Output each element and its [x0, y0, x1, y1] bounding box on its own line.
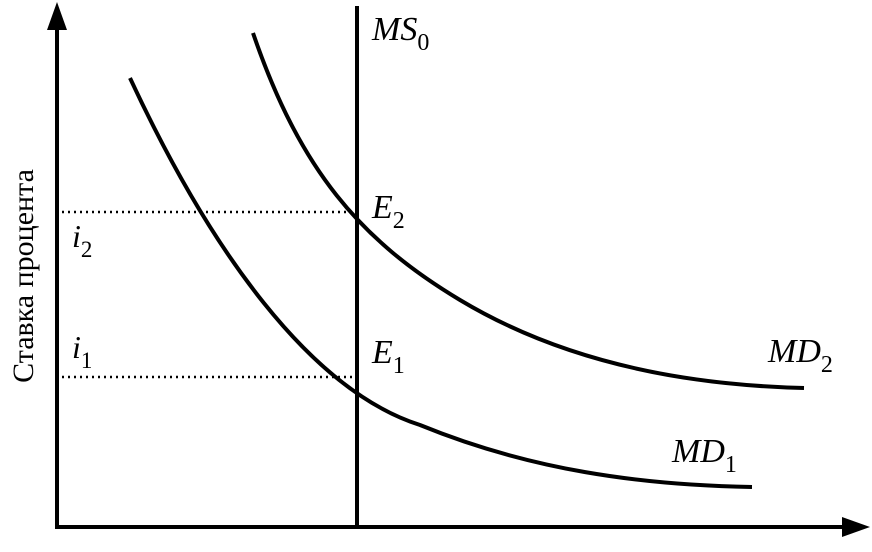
money-demand-curve-2 — [251, 32, 805, 390]
rate-2-label: i2 — [72, 218, 92, 262]
rate-1-label: i1 — [72, 329, 92, 373]
demand-curve-2-label: MD2 — [767, 333, 833, 378]
x-axis-arrow — [842, 517, 870, 537]
y-axis-label: Ставка процента — [7, 169, 40, 383]
money-supply-label: MS0 — [371, 11, 429, 56]
equilibrium-2-label: E2 — [371, 189, 405, 234]
y-axis-arrow — [47, 2, 67, 30]
money-demand-curve-1 — [128, 77, 753, 489]
demand-curve-1-label: MD1 — [671, 433, 737, 478]
equilibrium-1-label: E1 — [371, 334, 405, 379]
